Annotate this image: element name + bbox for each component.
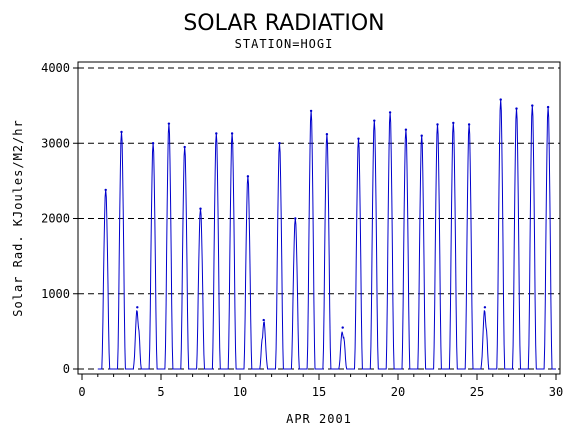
daily-peak-point-11 [262, 318, 265, 322]
x-tick-label-25: 25 [470, 385, 484, 399]
daily-peak-point-26 [499, 98, 502, 101]
daily-peak-point-28 [531, 104, 534, 107]
x-tick-label-0: 0 [78, 385, 85, 399]
daily-peak-point-21 [420, 134, 423, 137]
daily-peak-point-8 [215, 132, 218, 135]
y-tick-label-3000: 3000 [41, 136, 70, 150]
daily-peak-point-25 [483, 306, 487, 309]
series-layer [97, 98, 556, 370]
x-tick-label-20: 20 [391, 385, 405, 399]
y-axis: 0 1000 2000 3000 4000 [41, 61, 78, 376]
daily-peak-point-17 [357, 137, 360, 140]
daily-peak-point-6 [183, 145, 186, 149]
x-tick-label-10: 10 [233, 385, 247, 399]
y-tick-label-4000: 4000 [41, 61, 70, 75]
daily-peak-point-7 [199, 207, 202, 210]
daily-peak-point-16 [341, 326, 344, 329]
daily-peak-point-14 [309, 109, 313, 113]
y-tick-label-2000: 2000 [41, 212, 70, 226]
chart-subtitle: STATION=HOGI [235, 37, 334, 51]
x-tick-label-5: 5 [157, 385, 164, 399]
daily-peak-point-19 [388, 111, 392, 114]
daily-peak-point-18 [373, 119, 376, 122]
daily-peak-point-13 [294, 217, 297, 220]
x-tick-label-15: 15 [312, 385, 326, 399]
daily-peak-point-9 [230, 132, 234, 135]
x-axis-label: APR 2001 [286, 412, 352, 426]
daily-peak-point-1 [104, 188, 107, 192]
x-tick-label-30: 30 [549, 385, 563, 399]
daily-peak-point-29 [546, 105, 550, 109]
daily-peak-point-10 [246, 175, 250, 178]
y-tick-label-0: 0 [63, 362, 70, 376]
daily-peak-point-12 [278, 142, 281, 145]
daily-peak-point-3 [136, 306, 139, 309]
y-tick-label-1000: 1000 [41, 287, 70, 301]
daily-peak-point-24 [467, 123, 471, 126]
chart-title: SOLAR RADIATION [183, 11, 384, 36]
daily-peak-point-15 [325, 133, 329, 136]
radiation-series-line [97, 99, 556, 370]
daily-peak-point-4 [151, 142, 155, 145]
daily-peak-point-22 [436, 123, 439, 126]
x-axis: 0 5 10 15 20 25 30 [78, 374, 563, 399]
daily-peak-point-27 [515, 107, 518, 110]
daily-peak-point-23 [452, 121, 455, 125]
daily-peak-point-20 [404, 128, 408, 131]
y-axis-label: Solar Rad. KJoules/M2/hr [11, 119, 25, 316]
daily-peak-point-2 [120, 130, 123, 134]
daily-peak-point-5 [167, 122, 171, 125]
